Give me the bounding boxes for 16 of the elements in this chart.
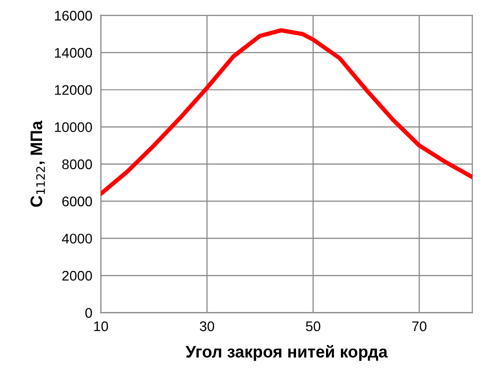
y-tick-label: 0 bbox=[85, 308, 92, 318]
y-tick-label: 14000 bbox=[54, 48, 92, 58]
x-tick-label: 50 bbox=[306, 321, 320, 332]
y-tick-label: 10000 bbox=[54, 122, 92, 132]
y-tick-label: 16000 bbox=[54, 10, 92, 21]
x-tick-label: 10 bbox=[94, 321, 108, 332]
y-tick-label: 6000 bbox=[62, 196, 92, 206]
y-axis-title: C$_{1122}$, МПа bbox=[30, 120, 45, 207]
y-tick-label: 4000 bbox=[62, 234, 92, 244]
x-axis-title: Угол закроя нитей корда bbox=[186, 345, 388, 361]
y-tick-label: 2000 bbox=[62, 270, 92, 281]
x-tick-label: 70 bbox=[412, 321, 426, 332]
y-tick-label: 8000 bbox=[62, 159, 92, 170]
x-tick-label: 30 bbox=[200, 321, 214, 332]
line-series bbox=[100, 28, 472, 196]
y-tick-label: 12000 bbox=[54, 85, 92, 95]
